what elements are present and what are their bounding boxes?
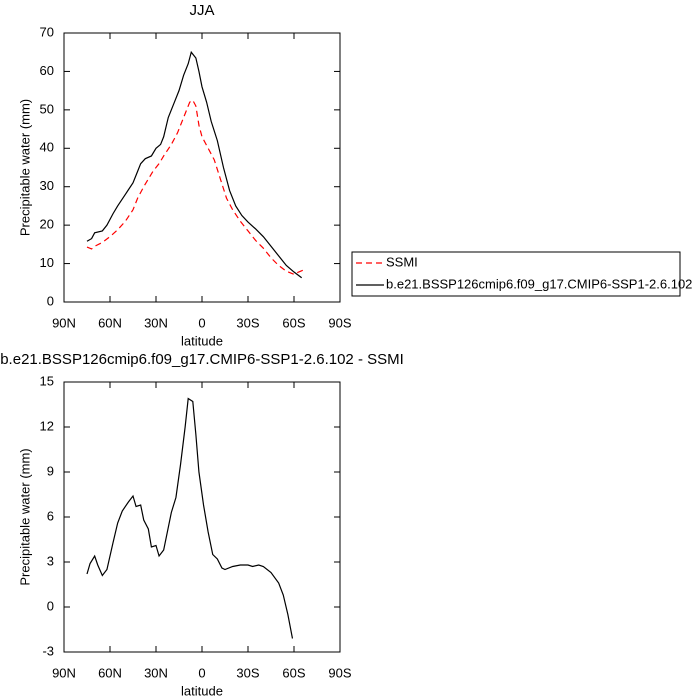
x-tick-label: 30S [236,665,259,680]
y-tick-label: 12 [40,418,54,433]
y-tick-label: 50 [40,101,54,116]
x-tick-label: 0 [198,665,205,680]
x-tick-label: 60N [98,665,122,680]
x-tick-label: 0 [198,315,205,330]
x-tick-label: 90N [52,665,76,680]
x-tick-label: 90S [328,315,351,330]
y-tick-label: -3 [42,643,54,658]
y-tick-label: 9 [47,463,54,478]
y-axis-label: Precipitable water (mm) [17,448,32,585]
y-tick-label: 70 [40,24,54,39]
x-tick-label: 60S [282,665,305,680]
plot-frame [63,381,341,653]
x-tick-label: 60S [282,315,305,330]
y-tick-label: 0 [47,598,54,613]
x-tick-label: 90S [328,665,351,680]
y-axis-label: Precipitable water (mm) [17,99,32,236]
data-line [86,99,304,275]
x-tick-label: 90N [52,315,76,330]
chart-title: b.e21.BSSP126cmip6.f09_g17.CMIP6-SSP1-2.… [0,351,404,368]
x-axis-label: latitude [181,683,223,698]
y-tick-label: 15 [40,373,54,388]
y-tick-label: 6 [47,508,54,523]
plot-frame [63,32,341,303]
y-tick-label: 0 [47,293,54,308]
x-tick-label: 60N [98,315,122,330]
legend-label: SSMI [386,254,418,269]
y-tick-label: 40 [40,140,54,155]
data-line [86,50,303,279]
y-tick-label: 30 [40,178,54,193]
y-tick-label: 3 [47,553,54,568]
x-tick-label: 30N [144,665,168,680]
data-line [86,397,294,639]
chart-title: JJA [189,2,214,19]
y-tick-label: 20 [40,217,54,232]
y-tick-label: 60 [40,63,54,78]
legend-label: b.e21.BSSP126cmip6.f09_g17.CMIP6-SSP1-2.… [386,276,692,291]
x-tick-label: 30N [144,315,168,330]
legend-box [351,251,681,297]
x-tick-label: 30S [236,315,259,330]
y-tick-label: 10 [40,255,54,270]
x-axis-label: latitude [181,333,223,348]
